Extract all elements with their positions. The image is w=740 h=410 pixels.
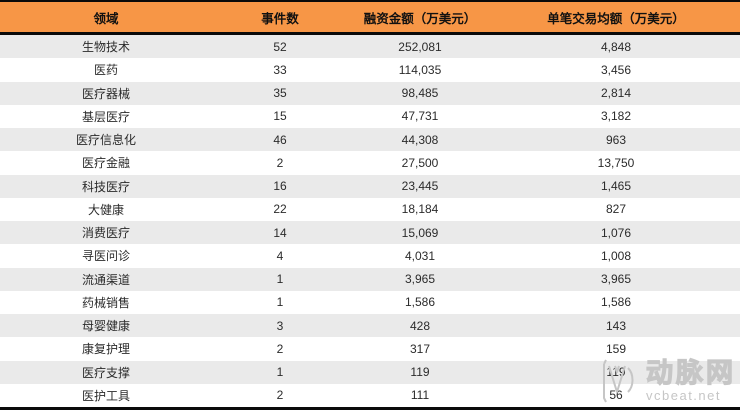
cell-average: 119 (606, 365, 626, 380)
cell-amount: 47,731 (401, 109, 439, 124)
cell-average: 2,814 (600, 86, 632, 101)
cell-average: 963 (605, 132, 627, 147)
cell-events: 52 (273, 39, 287, 54)
cell-amount: 23,445 (401, 179, 439, 194)
cell-field: 医护工具 (81, 388, 130, 403)
cell-amount: 15,069 (401, 225, 439, 240)
column-header-amount: 融资金额（万美元） (363, 11, 477, 26)
table-top-border (0, 0, 740, 2)
table-row: 医疗金融 2 27,500 13,750 (0, 151, 740, 175)
cell-amount: 3,965 (404, 272, 436, 287)
cell-amount: 18,184 (401, 202, 439, 217)
cell-field: 流通渠道 (81, 272, 130, 287)
cell-field: 科技医疗 (81, 179, 130, 194)
cell-amount: 27,500 (401, 155, 439, 170)
cell-events: 22 (273, 202, 287, 217)
cell-events: 15 (273, 109, 287, 124)
table-row: 大健康 22 18,184 827 (0, 197, 740, 221)
cell-field: 母婴健康 (81, 319, 130, 334)
cell-average: 3,965 (600, 272, 632, 287)
cell-events: 46 (273, 132, 287, 147)
cell-field: 生物技术 (81, 40, 130, 55)
cell-amount: 119 (410, 365, 430, 380)
cell-amount: 111 (410, 388, 430, 403)
table-body: 生物技术 52 252,081 4,848 医药 33 114,035 3,45… (0, 35, 740, 407)
cell-average: 13,750 (597, 155, 635, 170)
cell-amount: 1,586 (404, 295, 436, 310)
cell-field: 基层医疗 (81, 109, 130, 124)
cell-events: 4 (276, 248, 284, 263)
cell-amount: 44,308 (401, 132, 439, 147)
cell-events: 2 (276, 155, 284, 170)
cell-amount: 428 (409, 318, 431, 333)
column-header-average: 单笔交易均额（万美元） (547, 11, 685, 26)
cell-field: 医药 (93, 63, 118, 78)
cell-field: 消费医疗 (81, 226, 130, 241)
cell-average: 1,586 (600, 295, 632, 310)
cell-events: 14 (273, 225, 287, 240)
table-row: 流通渠道 1 3,965 3,965 (0, 267, 740, 291)
table-header-row: 领域 事件数 融资金额（万美元） 单笔交易均额（万美元） (0, 2, 740, 35)
table-row: 医疗支撑 1 119 119 (0, 360, 740, 384)
cell-amount: 98,485 (401, 86, 439, 101)
table-row: 医药 33 114,035 3,456 (0, 58, 740, 82)
table-row: 生物技术 52 252,081 4,848 (0, 35, 740, 59)
table-row: 母婴健康 3 428 143 (0, 314, 740, 338)
cell-field: 医疗金融 (81, 156, 130, 171)
table-row: 康复护理 2 317 159 (0, 337, 740, 361)
cell-average: 1,076 (600, 225, 632, 240)
cell-amount: 114,035 (398, 62, 442, 77)
cell-field: 医疗支撑 (81, 365, 130, 380)
cell-events: 1 (276, 295, 284, 310)
cell-field: 寻医问诊 (81, 249, 130, 264)
table-row: 消费医疗 14 15,069 1,076 (0, 221, 740, 245)
cell-events: 16 (273, 179, 287, 194)
cell-field: 医疗器械 (81, 86, 130, 101)
cell-events: 2 (276, 341, 284, 356)
table-row: 医疗器械 35 98,485 2,814 (0, 81, 740, 105)
cell-average: 1,008 (600, 248, 632, 263)
cell-average: 1,465 (600, 179, 632, 194)
cell-average: 3,456 (600, 62, 632, 77)
cell-average: 3,182 (600, 109, 632, 124)
cell-events: 33 (273, 62, 287, 77)
cell-average: 4,848 (600, 39, 632, 54)
cell-events: 3 (276, 318, 284, 333)
table-row: 药械销售 1 1,586 1,586 (0, 290, 740, 314)
cell-amount: 317 (409, 341, 431, 356)
cell-field: 药械销售 (81, 295, 130, 310)
column-header-field: 领域 (93, 11, 119, 26)
table-row: 医疗信息化 46 44,308 963 (0, 128, 740, 152)
table-row: 寻医问诊 4 4,031 1,008 (0, 244, 740, 268)
cell-average: 159 (605, 341, 627, 356)
cell-amount: 252,081 (398, 39, 442, 54)
cell-events: 1 (276, 365, 284, 380)
cell-field: 大健康 (87, 202, 124, 217)
table-row: 科技医疗 16 23,445 1,465 (0, 174, 740, 198)
column-header-events: 事件数 (261, 11, 299, 26)
table-row: 基层医疗 15 47,731 3,182 (0, 104, 740, 128)
cell-events: 2 (276, 388, 284, 403)
cell-events: 35 (273, 86, 287, 101)
cell-average: 56 (609, 388, 623, 403)
cell-field: 医疗信息化 (75, 133, 136, 148)
table-row: 医护工具 2 111 56 (0, 383, 740, 407)
cell-average: 143 (605, 318, 627, 333)
cell-amount: 4,031 (404, 248, 436, 263)
table-bottom-border (0, 407, 740, 410)
cell-field: 康复护理 (81, 342, 130, 357)
cell-events: 1 (276, 272, 284, 287)
cell-average: 827 (605, 202, 627, 217)
